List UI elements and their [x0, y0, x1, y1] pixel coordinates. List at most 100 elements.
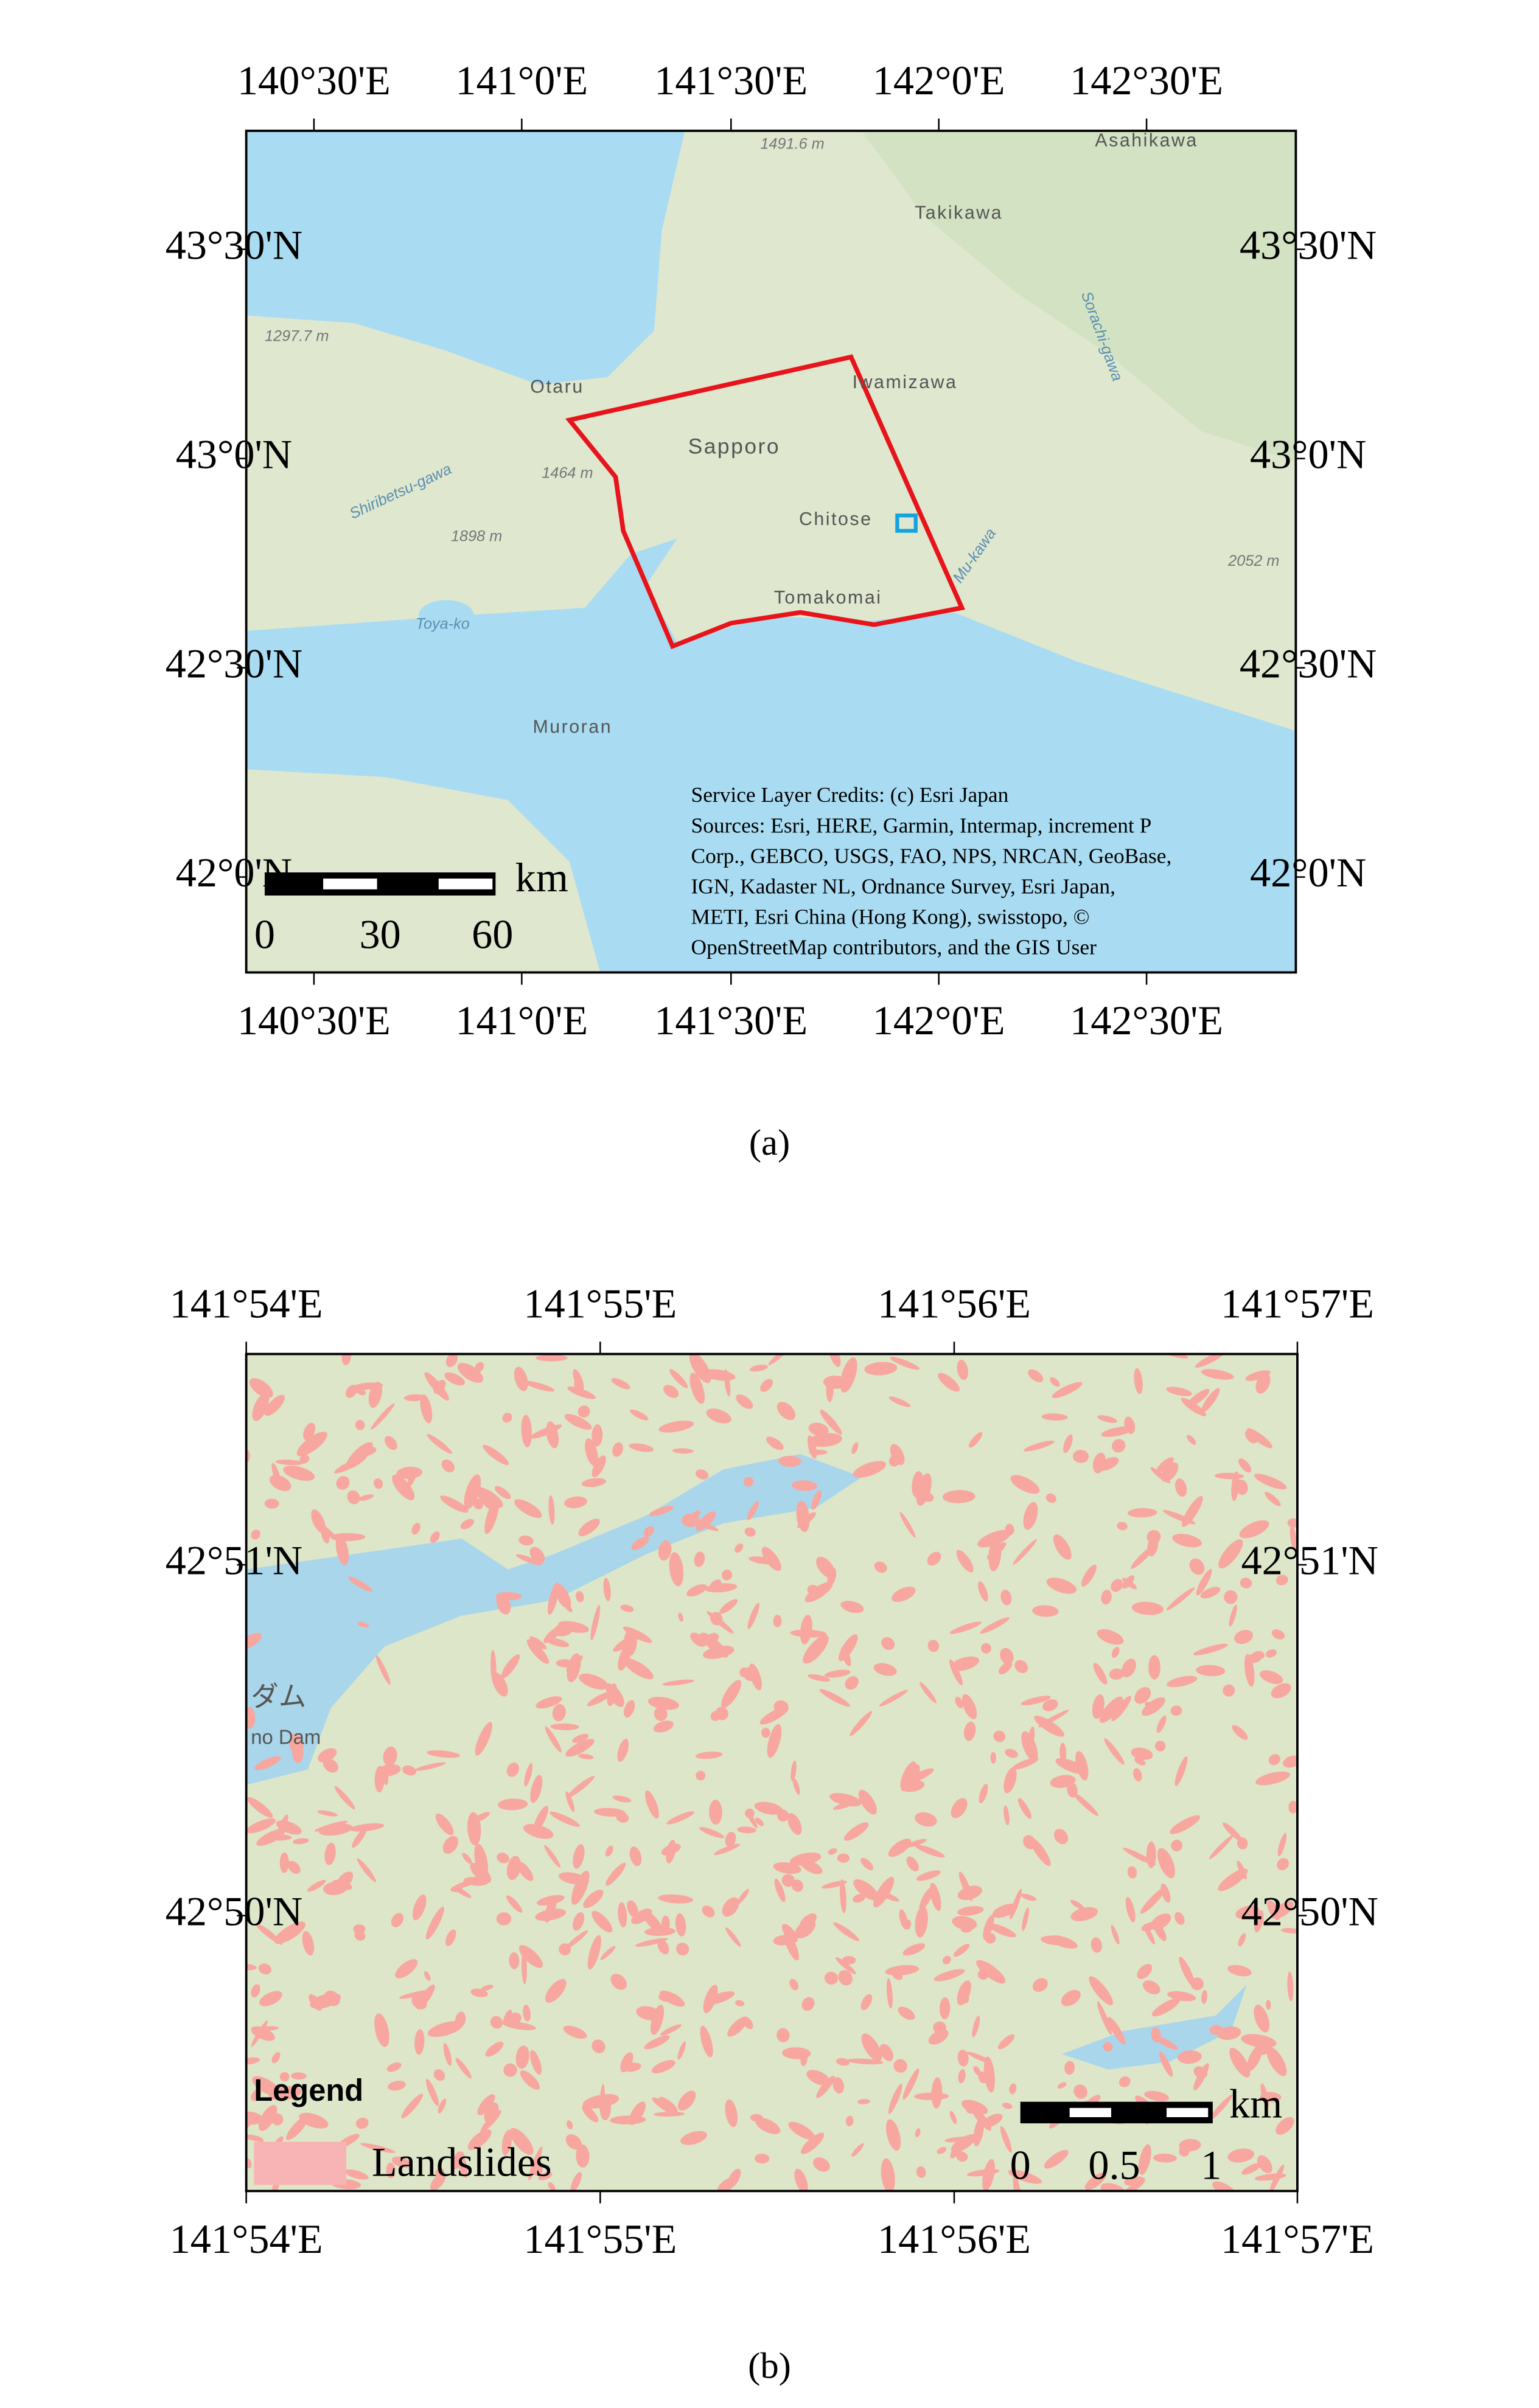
map-label: no Dam	[251, 1726, 321, 1749]
landslide-polygon	[407, 1468, 417, 1488]
landslide-polygon	[960, 1923, 974, 1933]
landslide-polygon	[564, 1496, 587, 1508]
landslide-polygon	[444, 1372, 465, 1386]
landslide-polygon	[613, 1634, 640, 1652]
landslide-polygon	[736, 1394, 753, 1409]
landslide-polygon	[1224, 1590, 1238, 1604]
landslide-polygon	[1260, 2092, 1282, 2103]
landslide-polygon	[1265, 1492, 1281, 1506]
y-tick-label: 42°51'N	[166, 1537, 302, 1584]
landslide-polygon	[919, 1682, 937, 1703]
credit-line: IGN, Kadaster NL, Ordnance Survey, Esri …	[691, 874, 1115, 898]
landslide-polygon	[1162, 1509, 1196, 1525]
landslide-polygon	[819, 1689, 850, 1707]
landslide-polygon	[627, 1900, 638, 1918]
scale-label: 0	[1010, 2142, 1031, 2188]
landslide-polygon	[1024, 1440, 1055, 1452]
landslide-polygon	[1156, 1716, 1167, 1733]
landslide-polygon	[804, 1582, 833, 1602]
credit-line: METI, Esri China (Hong Kong), swisstopo,…	[691, 905, 1090, 929]
landslide-polygon	[1147, 1535, 1159, 1557]
landslide-polygon	[658, 1992, 678, 2002]
landslide-polygon	[1028, 1369, 1044, 1383]
landslide-polygon	[972, 2015, 980, 2037]
landslide-polygon	[1153, 2153, 1177, 2163]
landslide-polygon	[1238, 1458, 1252, 1473]
landslide-polygon	[657, 1939, 669, 1955]
landslide-polygon	[829, 1793, 862, 1807]
landslide-polygon	[879, 2044, 893, 2061]
landslide-polygon	[246, 1633, 262, 1651]
scale-label: 30	[360, 911, 401, 957]
landslide-polygon	[1023, 1835, 1036, 1849]
landslide-polygon	[1254, 2043, 1270, 2055]
landslide-polygon	[616, 1812, 629, 1823]
landslide-polygon	[548, 2182, 556, 2191]
landslide-polygon	[790, 1760, 797, 1782]
landslide-polygon	[617, 1739, 629, 1762]
landslide-polygon	[492, 1672, 508, 1697]
landslide-polygon	[791, 1879, 804, 1892]
landslide-polygon	[957, 1980, 971, 2006]
landslide-polygon	[1092, 1694, 1105, 1719]
landslide-polygon	[824, 1971, 839, 1985]
scale-label: 0	[254, 911, 275, 957]
x-tick-label: 141°30'E	[654, 997, 808, 1043]
landslide-polygon	[801, 1997, 815, 2011]
landslide-polygon	[719, 1599, 738, 1614]
landslide-polygon	[386, 2162, 396, 2179]
landslide-polygon	[567, 1387, 596, 1399]
landslide-polygon	[592, 1910, 613, 1933]
landslide-polygon	[774, 1878, 786, 1902]
landslide-polygon	[403, 1394, 425, 1402]
landslide-polygon	[880, 1891, 899, 1902]
landslide-polygon	[794, 2168, 808, 2191]
landslide-polygon	[722, 1569, 733, 1581]
landslide-polygon	[391, 2156, 411, 2168]
landslide-polygon	[538, 2171, 553, 2180]
landslide-polygon	[928, 2029, 949, 2045]
landslide-polygon	[455, 2058, 472, 2079]
landslide-polygon	[445, 1929, 456, 1946]
landslide-polygon	[292, 1838, 309, 1845]
landslide-polygon	[997, 2034, 1015, 2050]
landslide-polygon	[833, 1922, 860, 1941]
landslide-polygon	[251, 2020, 268, 2047]
landslide-polygon	[824, 1669, 851, 1678]
landslide-polygon	[760, 2119, 771, 2130]
landslide-polygon	[982, 2159, 995, 2191]
landslide-polygon	[1150, 1467, 1171, 1484]
x-tick-label: 141°57'E	[1221, 2216, 1374, 2262]
landslide-polygon	[768, 1354, 791, 1365]
landslide-polygon	[501, 1654, 520, 1679]
landslide-polygon	[623, 1658, 654, 1680]
landslide-polygon	[1000, 1648, 1014, 1665]
landslide-polygon	[999, 1661, 1013, 1675]
landslide-polygon	[430, 1531, 440, 1543]
landslide-polygon	[374, 1766, 385, 1793]
landslide-polygon	[1227, 1964, 1252, 1977]
landslide-polygon	[702, 1905, 715, 1918]
scale-unit: km	[1229, 2080, 1282, 2126]
landslide-polygon	[789, 1978, 799, 1991]
landslide-polygon	[950, 1656, 980, 1671]
landslide-polygon	[411, 1523, 421, 1535]
landslide-polygon	[873, 1663, 897, 1676]
landslide-polygon	[1201, 1388, 1220, 1413]
landslide-polygon	[672, 1448, 694, 1454]
landslide-polygon	[583, 1890, 604, 1909]
landslide-polygon	[1128, 1508, 1157, 1518]
landslide-polygon	[592, 1455, 606, 1478]
landslide-polygon	[1101, 1426, 1133, 1437]
landslide-polygon	[1289, 1525, 1297, 1552]
landslide-polygon	[1008, 2170, 1042, 2184]
landslide-polygon	[650, 2005, 665, 2035]
landslide-polygon	[1012, 1757, 1039, 1770]
landslide-polygon	[373, 1478, 383, 1489]
credit-line: Sources: Esri, HERE, Garmin, Intermap, i…	[691, 813, 1152, 837]
landslide-polygon	[271, 2051, 281, 2064]
landslide-polygon	[264, 1498, 279, 1509]
landslide-polygon	[1111, 1696, 1131, 1722]
landslide-polygon	[1073, 2084, 1087, 2099]
landslide-polygon	[1017, 1798, 1031, 1819]
